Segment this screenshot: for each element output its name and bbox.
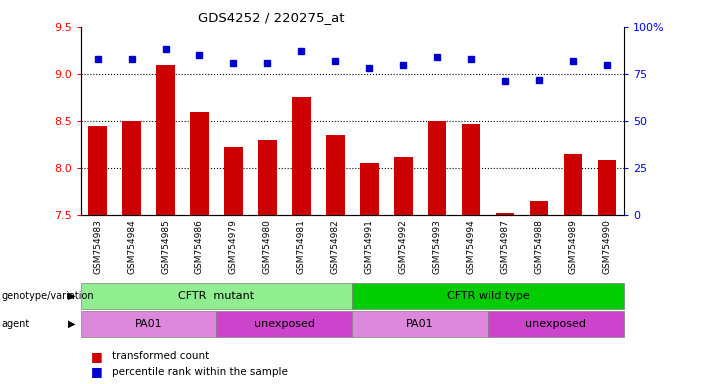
Bar (496, 213, 515, 215)
Text: GSM754982: GSM754982 (331, 219, 340, 274)
Text: GSM754979: GSM754979 (229, 219, 238, 274)
Bar (597, 161, 616, 215)
Text: GSM754985: GSM754985 (161, 219, 170, 274)
Text: ▶: ▶ (69, 319, 76, 329)
Text: unexposed: unexposed (526, 319, 587, 329)
Bar (428, 121, 447, 215)
Text: PA01: PA01 (407, 319, 434, 329)
Bar (326, 135, 345, 215)
Bar (156, 65, 175, 215)
Text: GSM754991: GSM754991 (365, 219, 374, 274)
Text: GSM754994: GSM754994 (467, 219, 475, 274)
Bar (292, 98, 311, 215)
Text: transformed count: transformed count (112, 351, 210, 361)
Title: GDS4252 / 220275_at: GDS4252 / 220275_at (198, 11, 344, 24)
Bar (88, 126, 107, 215)
Bar (224, 147, 243, 215)
Text: ■: ■ (91, 365, 103, 378)
Bar (122, 121, 141, 215)
Bar (360, 163, 379, 215)
Text: PA01: PA01 (135, 319, 163, 329)
Bar (530, 201, 548, 215)
Text: GSM754989: GSM754989 (569, 219, 578, 274)
Text: ■: ■ (91, 350, 103, 363)
Bar (190, 112, 209, 215)
Text: GSM754980: GSM754980 (263, 219, 272, 274)
Text: GSM754987: GSM754987 (501, 219, 510, 274)
Bar (564, 154, 583, 215)
Bar (394, 157, 412, 215)
Text: CFTR wild type: CFTR wild type (447, 291, 529, 301)
Text: CFTR  mutant: CFTR mutant (178, 291, 254, 301)
Text: GSM754992: GSM754992 (399, 219, 408, 274)
Text: ▶: ▶ (69, 291, 76, 301)
Text: GSM754993: GSM754993 (433, 219, 442, 274)
Text: percentile rank within the sample: percentile rank within the sample (112, 367, 288, 377)
Text: GSM754988: GSM754988 (534, 219, 543, 274)
Text: GSM754984: GSM754984 (127, 219, 136, 274)
Bar (258, 140, 277, 215)
Text: unexposed: unexposed (254, 319, 315, 329)
Text: GSM754981: GSM754981 (297, 219, 306, 274)
Text: agent: agent (1, 319, 29, 329)
Text: genotype/variation: genotype/variation (1, 291, 94, 301)
Bar (462, 124, 480, 215)
Text: GSM754990: GSM754990 (602, 219, 611, 274)
Text: GSM754983: GSM754983 (93, 219, 102, 274)
Text: GSM754986: GSM754986 (195, 219, 204, 274)
